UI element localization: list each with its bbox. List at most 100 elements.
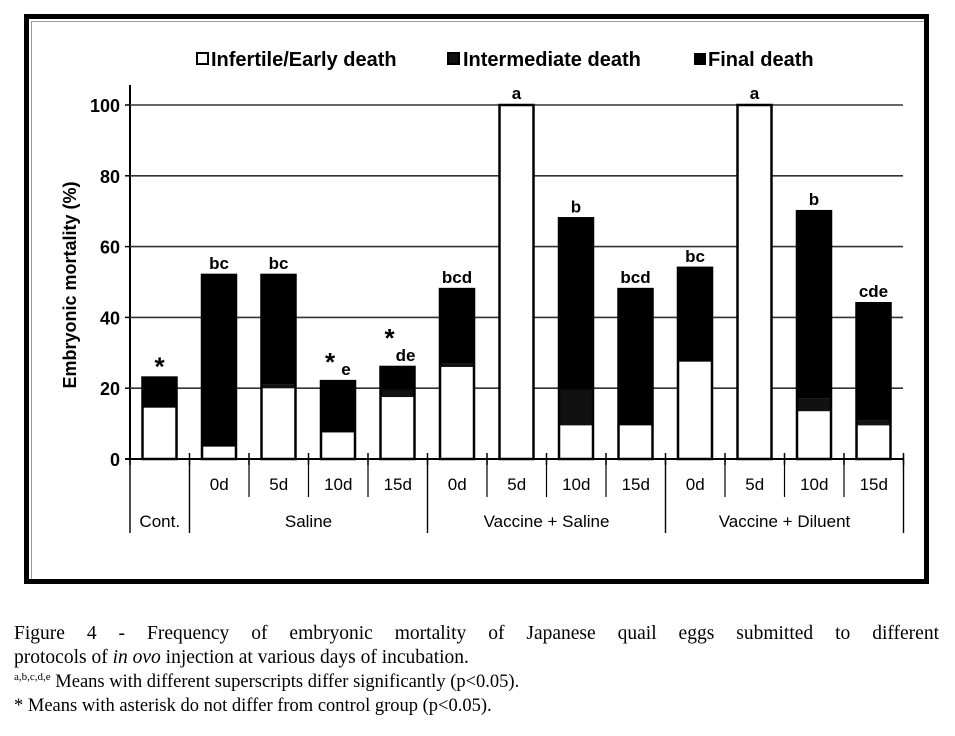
x-category-label: 10d — [562, 475, 590, 494]
x-category-label: 10d — [800, 475, 828, 494]
y-axis-label: Embryonic mortality (%) — [60, 181, 80, 388]
bar-stack — [319, 379, 357, 461]
caption-line-2-post: injection at various days of incubation. — [160, 647, 469, 668]
bar-segment-final-death — [797, 211, 831, 399]
y-tick-label: 40 — [100, 308, 120, 328]
caption-line-2: protocols of in ovo injection at various… — [14, 646, 939, 670]
x-axis: Cont. 0d 5d 10d 15d Saline 0d 5d 10d 15d Vaccine +… — [125, 453, 905, 533]
bar-stack — [498, 103, 535, 461]
x-category-label: 5d — [269, 475, 288, 494]
bar-segment-final-death — [618, 289, 653, 426]
bar-segment-infertile-early-death — [380, 397, 415, 459]
x-category-label: 5d — [745, 475, 764, 494]
caption-note-superscripts: a,b,c,d,e Means with different superscri… — [14, 670, 939, 694]
legend: Infertile/Early death Intermediate death… — [196, 49, 814, 71]
bar-segment-final-death — [321, 381, 355, 433]
bar-segment-intermediate-death — [856, 420, 891, 426]
letter-annotation: bcd — [442, 268, 472, 287]
x-group-label: Vaccine + Saline — [484, 512, 610, 531]
y-tick-label: 20 — [100, 379, 120, 399]
letter-annotation: bc — [269, 254, 289, 273]
letter-annotation: bc — [209, 254, 229, 273]
letter-annotation: e — [341, 360, 350, 379]
letter-annotation: bcd — [620, 268, 650, 287]
bar-segment-intermediate-death — [559, 389, 593, 426]
x-category-label: 15d — [860, 475, 888, 494]
figure-caption: Figure 4 - Frequency of embryonic mortal… — [14, 622, 939, 718]
bar-segment-infertile-early-death — [559, 425, 593, 459]
bar-stack — [676, 266, 714, 461]
legend-label-final-death: Final death — [708, 49, 814, 71]
bar-segment-final-death — [142, 377, 177, 408]
bar-segment-infertile-early-death — [499, 105, 534, 459]
asterisk-annotation: * — [384, 323, 395, 353]
bar-segment-intermediate-death — [797, 398, 831, 412]
y-tick-label: 100 — [90, 96, 120, 116]
bar-segment-infertile-early-death — [856, 425, 891, 459]
letter-annotation: a — [750, 84, 760, 103]
x-group-label: Saline — [285, 512, 332, 531]
y-tick-labels: 0 20 40 60 80 100 — [90, 96, 120, 470]
figure-frame — [24, 14, 929, 584]
bar-stack — [736, 103, 773, 461]
bars — [141, 103, 892, 461]
bar-stack — [141, 376, 178, 461]
bar-segment-infertile-early-death — [142, 407, 177, 459]
bar-stack — [379, 365, 416, 461]
letter-annotation: bc — [685, 247, 705, 266]
caption-note-asterisk: * Means with asterisk do not differ from… — [14, 696, 492, 716]
bar-stack — [260, 273, 297, 461]
bar-stack — [795, 209, 833, 461]
letter-annotation: b — [809, 190, 819, 209]
legend-item-final-death: Final death — [694, 49, 814, 71]
x-category-label: 15d — [384, 475, 412, 494]
stacked-bar-chart: Infertile/Early death Intermediate death… — [60, 49, 905, 533]
x-category-label: 15d — [622, 475, 650, 494]
bar-segment-intermediate-death — [440, 363, 474, 367]
y-tick-label: 0 — [110, 450, 120, 470]
bar-segment-infertile-early-death — [321, 432, 355, 459]
bar-segment-infertile-early-death — [440, 366, 474, 459]
legend-swatch-infertile-early-death — [196, 52, 209, 65]
bar-stack — [855, 301, 892, 461]
bar-stack — [617, 287, 654, 461]
x-category-label: 5d — [507, 475, 526, 494]
bar-segment-infertile-early-death — [618, 425, 653, 459]
legend-label-intermediate-death: Intermediate death — [463, 49, 641, 71]
letter-annotation: de — [396, 346, 416, 365]
bar-segment-final-death — [261, 274, 296, 385]
x-category-label: 0d — [686, 475, 705, 494]
bar-segment-infertile-early-death — [678, 361, 712, 459]
legend-swatch-final-death — [694, 53, 706, 65]
bar-segment-final-death — [856, 303, 891, 421]
bar-segment-final-death — [559, 218, 593, 390]
asterisk-annotation: * — [325, 347, 336, 377]
x-group-label: Cont. — [139, 512, 180, 531]
bar-segment-infertile-early-death — [737, 105, 772, 459]
legend-swatch-intermediate-death — [447, 52, 460, 65]
y-tick-label: 60 — [100, 238, 120, 258]
bar-stack — [438, 287, 476, 461]
legend-item-intermediate-death: Intermediate death — [447, 49, 641, 71]
caption-note-sup: a,b,c,d,e — [14, 671, 51, 683]
bar-stack — [200, 273, 238, 461]
x-category-label: 0d — [448, 475, 467, 494]
bar-segment-intermediate-death — [261, 384, 296, 389]
bar-segment-infertile-early-death — [797, 411, 831, 459]
x-category-label: 0d — [210, 475, 229, 494]
bar-segment-final-death — [440, 289, 474, 364]
caption-line-2-pre: protocols of — [14, 647, 113, 668]
legend-item-infertile-early-death: Infertile/Early death — [196, 49, 397, 71]
caption-note-1-text: Means with different superscripts differ… — [50, 672, 520, 692]
letter-annotation: cde — [859, 282, 888, 301]
bar-segment-infertile-early-death — [261, 388, 296, 459]
letter-annotation: b — [571, 197, 581, 216]
bar-segment-final-death — [202, 274, 236, 447]
x-category-label: 10d — [324, 475, 352, 494]
bar-segment-final-death — [678, 267, 712, 362]
caption-line-1: Figure 4 - Frequency of embryonic mortal… — [14, 623, 939, 644]
bar-segment-intermediate-death — [380, 389, 415, 398]
caption-line-2-italic: in ovo — [112, 647, 161, 668]
y-tick-label: 80 — [100, 167, 120, 187]
